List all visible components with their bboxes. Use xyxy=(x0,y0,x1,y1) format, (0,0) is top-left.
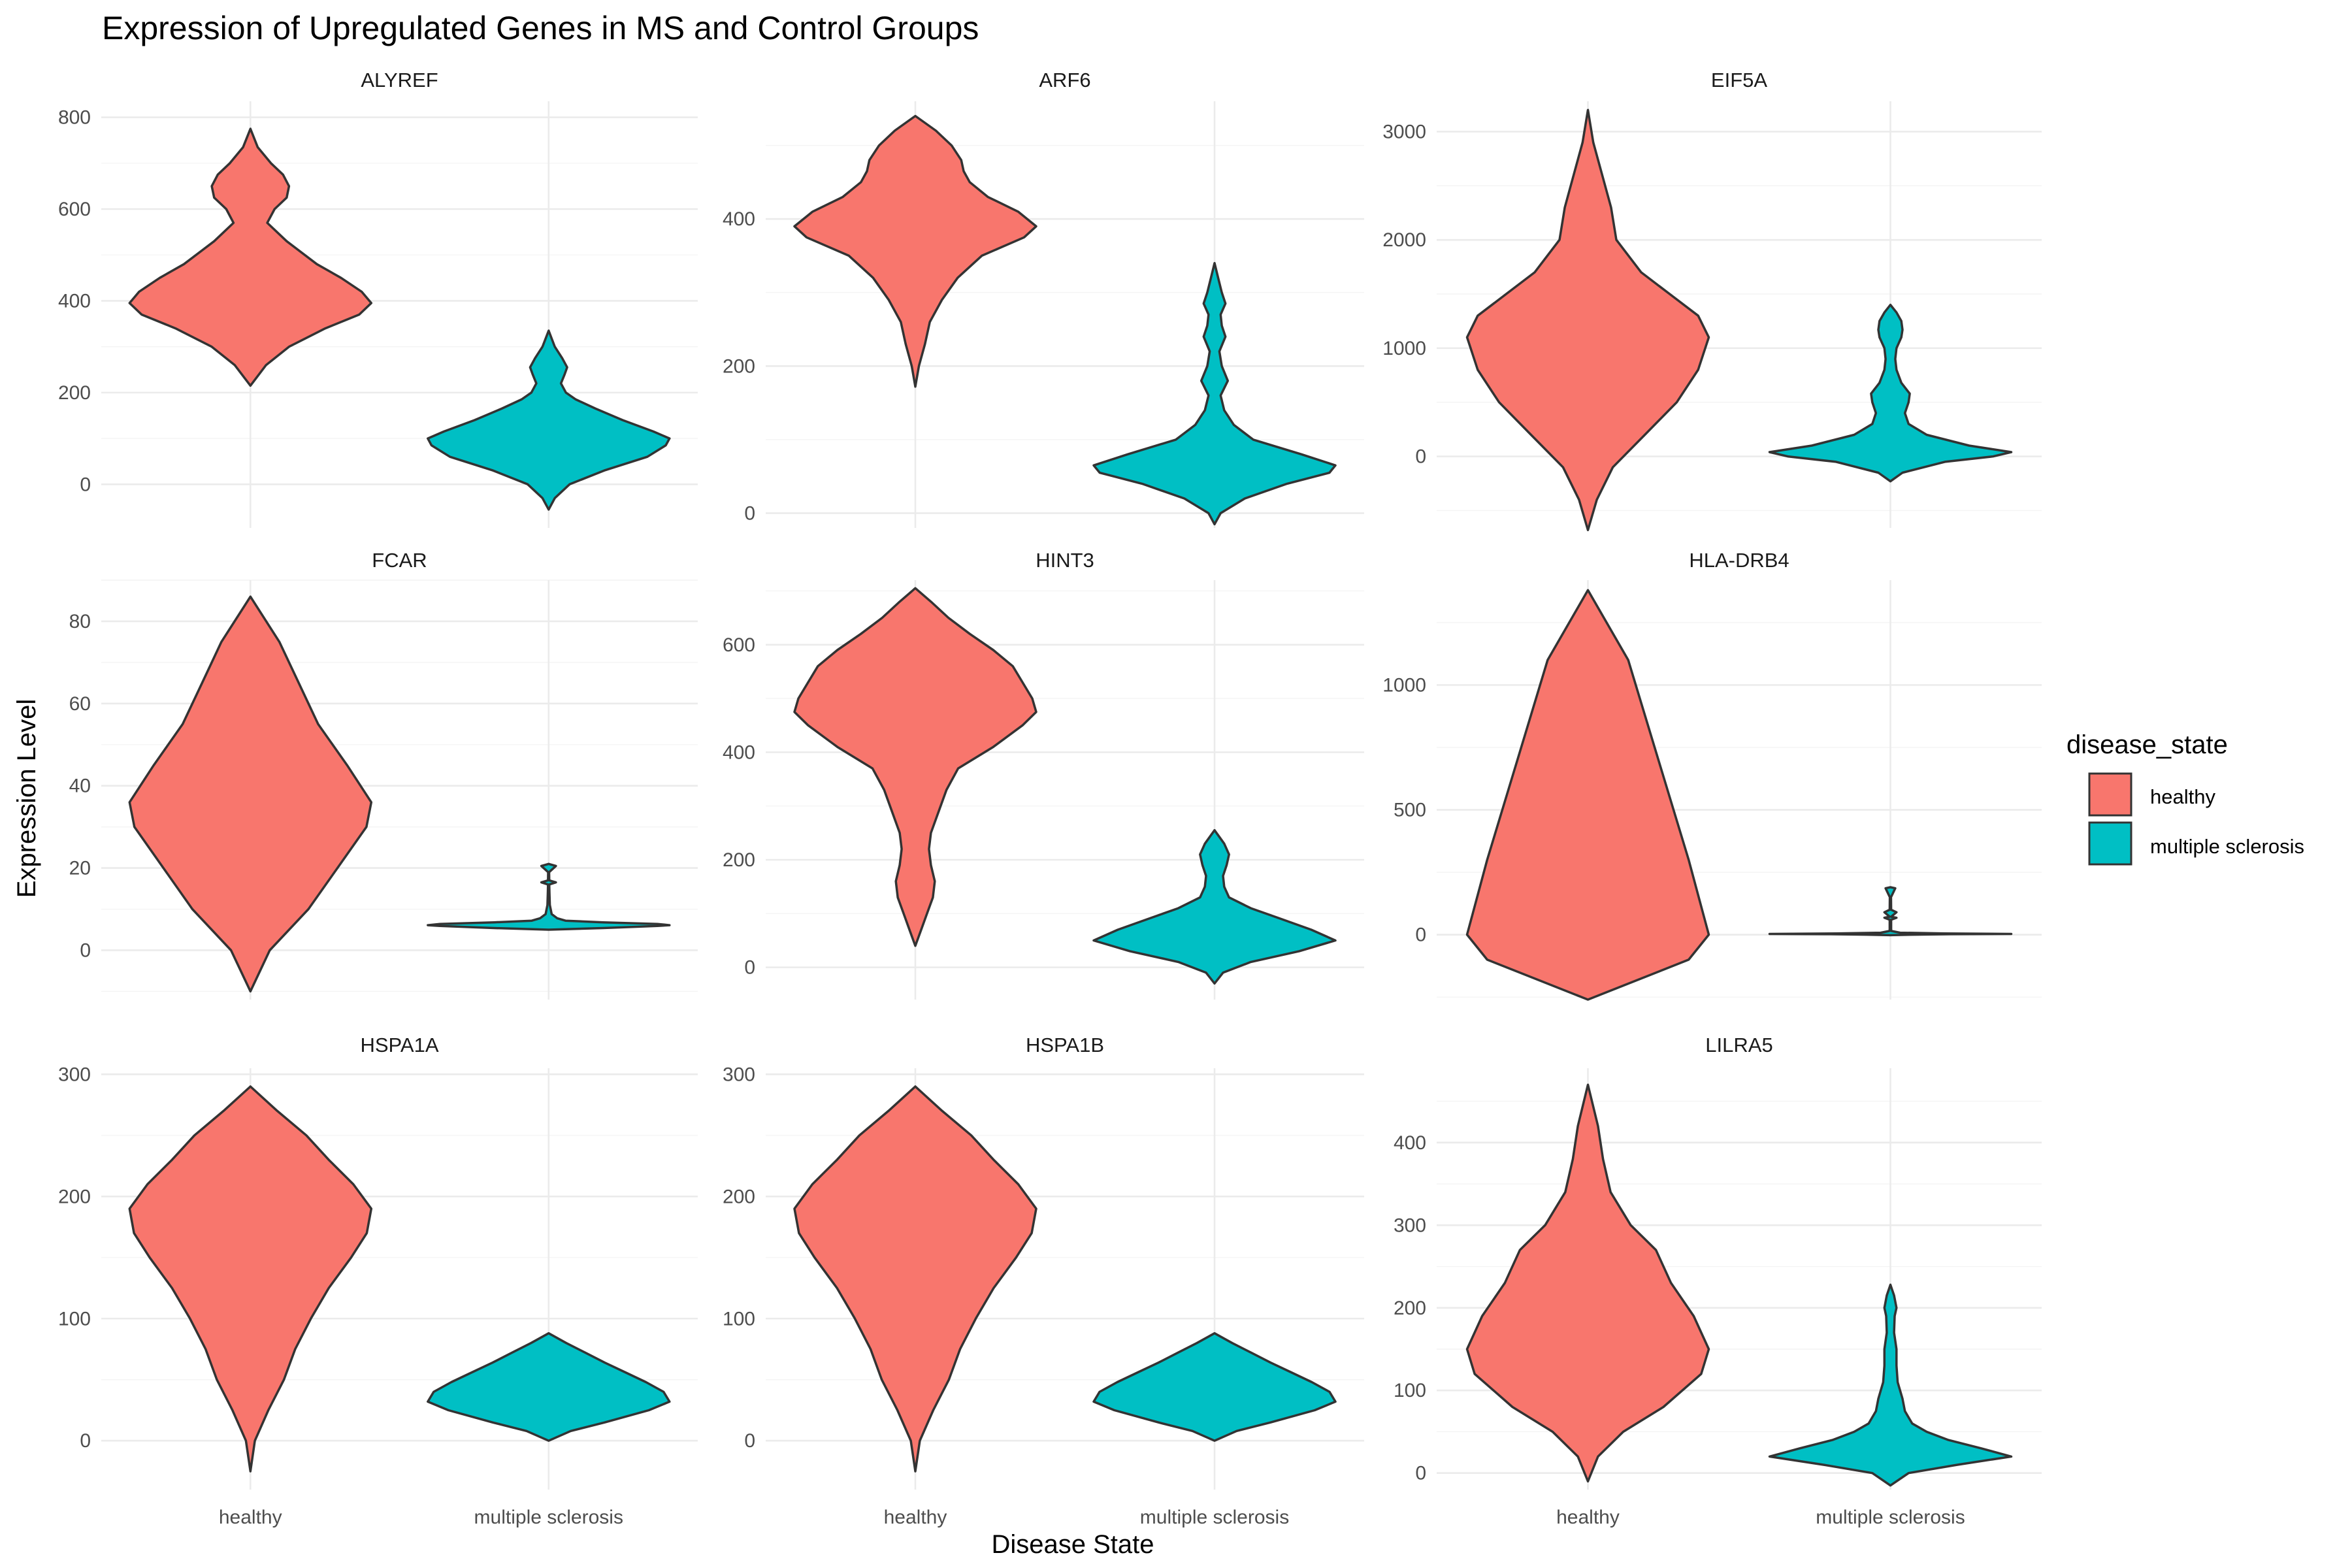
violin-hint3-healthy xyxy=(793,587,1037,947)
panel-alyref: 0 200 400 600 800 ALYREF xyxy=(58,69,698,528)
violin-lilra5-multiple-sclerosis xyxy=(1768,1283,2013,1487)
y-tick-label: 300 xyxy=(1394,1215,1426,1236)
panel-lilra5: 0 100 200 300 400 LILRA5 healthy multiple scler… xyxy=(1394,1034,2042,1528)
facet-label-eif5a: EIF5A xyxy=(1711,69,1767,91)
y-tick-label: 800 xyxy=(58,107,91,129)
panel-eif5a: 0 1000 2000 3000 EIF5A xyxy=(1382,69,2042,532)
facet-label-alyref: ALYREF xyxy=(361,69,438,91)
violin-alyref-multiple-sclerosis xyxy=(427,329,671,511)
y-tick-label: 200 xyxy=(1394,1298,1426,1319)
panel-hspa1b: 0 100 200 300 HSPA1B healthy multiple sclerosi… xyxy=(723,1034,1364,1528)
y-tick-label: 0 xyxy=(80,1430,91,1452)
y-tick-label: 200 xyxy=(723,849,755,871)
violin-hspa1a-healthy xyxy=(128,1085,373,1473)
facet-label-hspa1b: HSPA1B xyxy=(1026,1034,1104,1056)
x-tick-label: multiple sclerosis xyxy=(1816,1507,1965,1528)
panel-hla-drb4: 0 500 1000 HLA-DRB4 xyxy=(1382,549,2042,1001)
y-tick-label: 20 xyxy=(69,858,91,879)
y-tick-label: 0 xyxy=(1415,1463,1426,1484)
y-tick-label: 300 xyxy=(58,1064,91,1085)
violin-arf6-healthy xyxy=(793,114,1037,388)
legend-title: disease_state xyxy=(2066,730,2228,759)
x-tick-label: multiple sclerosis xyxy=(474,1507,623,1528)
y-tick-label: 0 xyxy=(80,474,91,495)
violin-fcar-multiple-sclerosis xyxy=(427,862,671,931)
y-tick-label: 400 xyxy=(723,208,755,230)
violin-arf6-multiple-sclerosis xyxy=(1092,261,1337,526)
violin-hspa1a-multiple-sclerosis xyxy=(427,1331,671,1442)
facet-label-hint3: HINT3 xyxy=(1036,549,1094,572)
y-tick-label: 600 xyxy=(723,634,755,656)
facet-label-lilra5: LILRA5 xyxy=(1705,1034,1772,1056)
legend-key-healthy xyxy=(2088,772,2132,817)
facet-label-arf6: ARF6 xyxy=(1039,69,1090,91)
panel-hspa1a: 0 100 200 300 HSPA1A healthy multiple sclerosi… xyxy=(58,1034,698,1528)
violin-lilra5-healthy xyxy=(1465,1083,1710,1483)
y-axis-title: Expression Level xyxy=(12,699,41,898)
y-tick-label: 400 xyxy=(723,742,755,763)
y-tick-label: 0 xyxy=(744,502,755,524)
facet-label-hspa1a: HSPA1A xyxy=(360,1034,438,1056)
violin-fcar-healthy xyxy=(128,595,373,993)
legend-label-multiple-sclerosis: multiple sclerosis xyxy=(2150,835,2304,858)
y-tick-label: 3000 xyxy=(1382,121,1426,142)
y-tick-label: 0 xyxy=(744,1430,755,1452)
chart-title: Expression of Upregulated Genes in MS an… xyxy=(102,10,979,46)
x-tick-label: healthy xyxy=(219,1507,282,1528)
y-tick-label: 40 xyxy=(69,776,91,797)
panel-hint3: 0 200 400 600 HINT3 xyxy=(723,549,1364,1000)
violin-alyref-healthy xyxy=(128,127,373,387)
y-tick-label: 0 xyxy=(1415,446,1426,468)
violin-eif5a-multiple-sclerosis xyxy=(1768,303,2013,483)
x-tick-label: healthy xyxy=(884,1507,947,1528)
y-tick-label: 0 xyxy=(1415,924,1426,946)
y-tick-label: 100 xyxy=(723,1308,755,1330)
legend-label-healthy: healthy xyxy=(2150,785,2215,808)
y-tick-label: 400 xyxy=(58,290,91,312)
violin-hspa1b-healthy xyxy=(793,1085,1037,1473)
y-tick-label: 500 xyxy=(1394,800,1426,821)
facet-label-fcar: FCAR xyxy=(372,549,427,572)
panel-fcar: 0 20 40 60 80 FCAR xyxy=(69,549,698,1000)
violin-hspa1b-multiple-sclerosis xyxy=(1092,1331,1337,1442)
panel-arf6: 0 200 400 ARF6 xyxy=(723,69,1364,528)
x-axis-title: Disease State xyxy=(991,1530,1154,1559)
x-tick-label: healthy xyxy=(1556,1507,1620,1528)
y-tick-label: 100 xyxy=(58,1308,91,1330)
facet-label-hla-drb4: HLA-DRB4 xyxy=(1689,549,1789,572)
y-tick-label: 1000 xyxy=(1382,675,1426,696)
y-tick-label: 400 xyxy=(1394,1132,1426,1154)
y-tick-label: 100 xyxy=(1394,1380,1426,1401)
legend-key-multiple-sclerosis xyxy=(2088,821,2132,866)
x-tick-label: multiple sclerosis xyxy=(1140,1507,1289,1528)
y-tick-label: 0 xyxy=(80,939,91,961)
y-tick-label: 200 xyxy=(723,1186,755,1207)
y-tick-label: 2000 xyxy=(1382,229,1426,251)
violin-eif5a-healthy xyxy=(1465,108,1710,532)
legend: disease_state healthy multiple sclerosis xyxy=(2066,730,2304,866)
y-tick-label: 300 xyxy=(723,1064,755,1085)
y-tick-label: 200 xyxy=(723,355,755,377)
y-tick-label: 1000 xyxy=(1382,338,1426,359)
facet-panels: 0200400600800ALYREF0200400ARF60100020003… xyxy=(58,69,2042,1528)
y-tick-label: 60 xyxy=(69,693,91,715)
violin-hla-drb4-healthy xyxy=(1465,589,1710,1001)
violin-hla-drb4-multiple-sclerosis xyxy=(1768,886,2013,937)
y-tick-label: 80 xyxy=(69,611,91,632)
violin-hint3-multiple-sclerosis xyxy=(1092,828,1337,985)
y-tick-label: 200 xyxy=(58,382,91,404)
y-tick-label: 0 xyxy=(744,957,755,979)
y-tick-label: 600 xyxy=(58,199,91,220)
y-tick-label: 200 xyxy=(58,1186,91,1207)
